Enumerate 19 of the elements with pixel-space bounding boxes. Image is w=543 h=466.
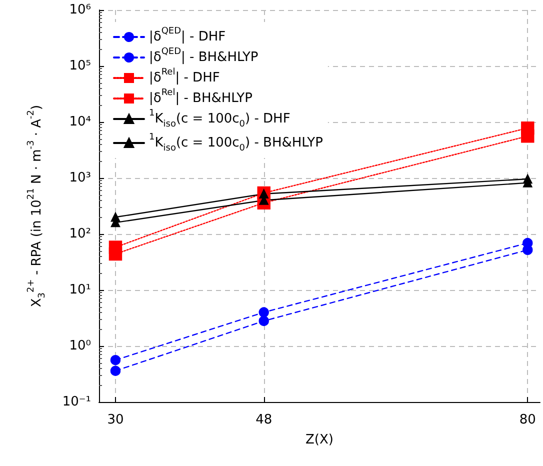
x-axis-title: Z(X) [306, 432, 334, 448]
x-tick-label: 80 [519, 412, 536, 428]
y-tick-label: 10⁵ [69, 58, 91, 74]
x-tick-label: 48 [256, 412, 272, 428]
x-tick-label: 30 [107, 412, 124, 428]
y-tick-label: 10¹ [69, 282, 91, 298]
point [258, 307, 269, 318]
y-tick-label: 10⁰ [69, 338, 91, 354]
y-tick-label: 10³ [69, 170, 91, 186]
point [110, 366, 121, 376]
text: X32+ - RPA (in 1021 N · m-3 · A-2) [26, 104, 48, 308]
point [258, 316, 269, 326]
y-tick-label: 10⁶ [69, 2, 91, 18]
y-tick-label: 10⁴ [69, 114, 91, 130]
y-tick-label: 10² [69, 226, 91, 242]
y-tick-label: 10⁻¹ [62, 394, 91, 410]
point [521, 130, 534, 143]
point [110, 355, 121, 366]
point [108, 247, 122, 261]
